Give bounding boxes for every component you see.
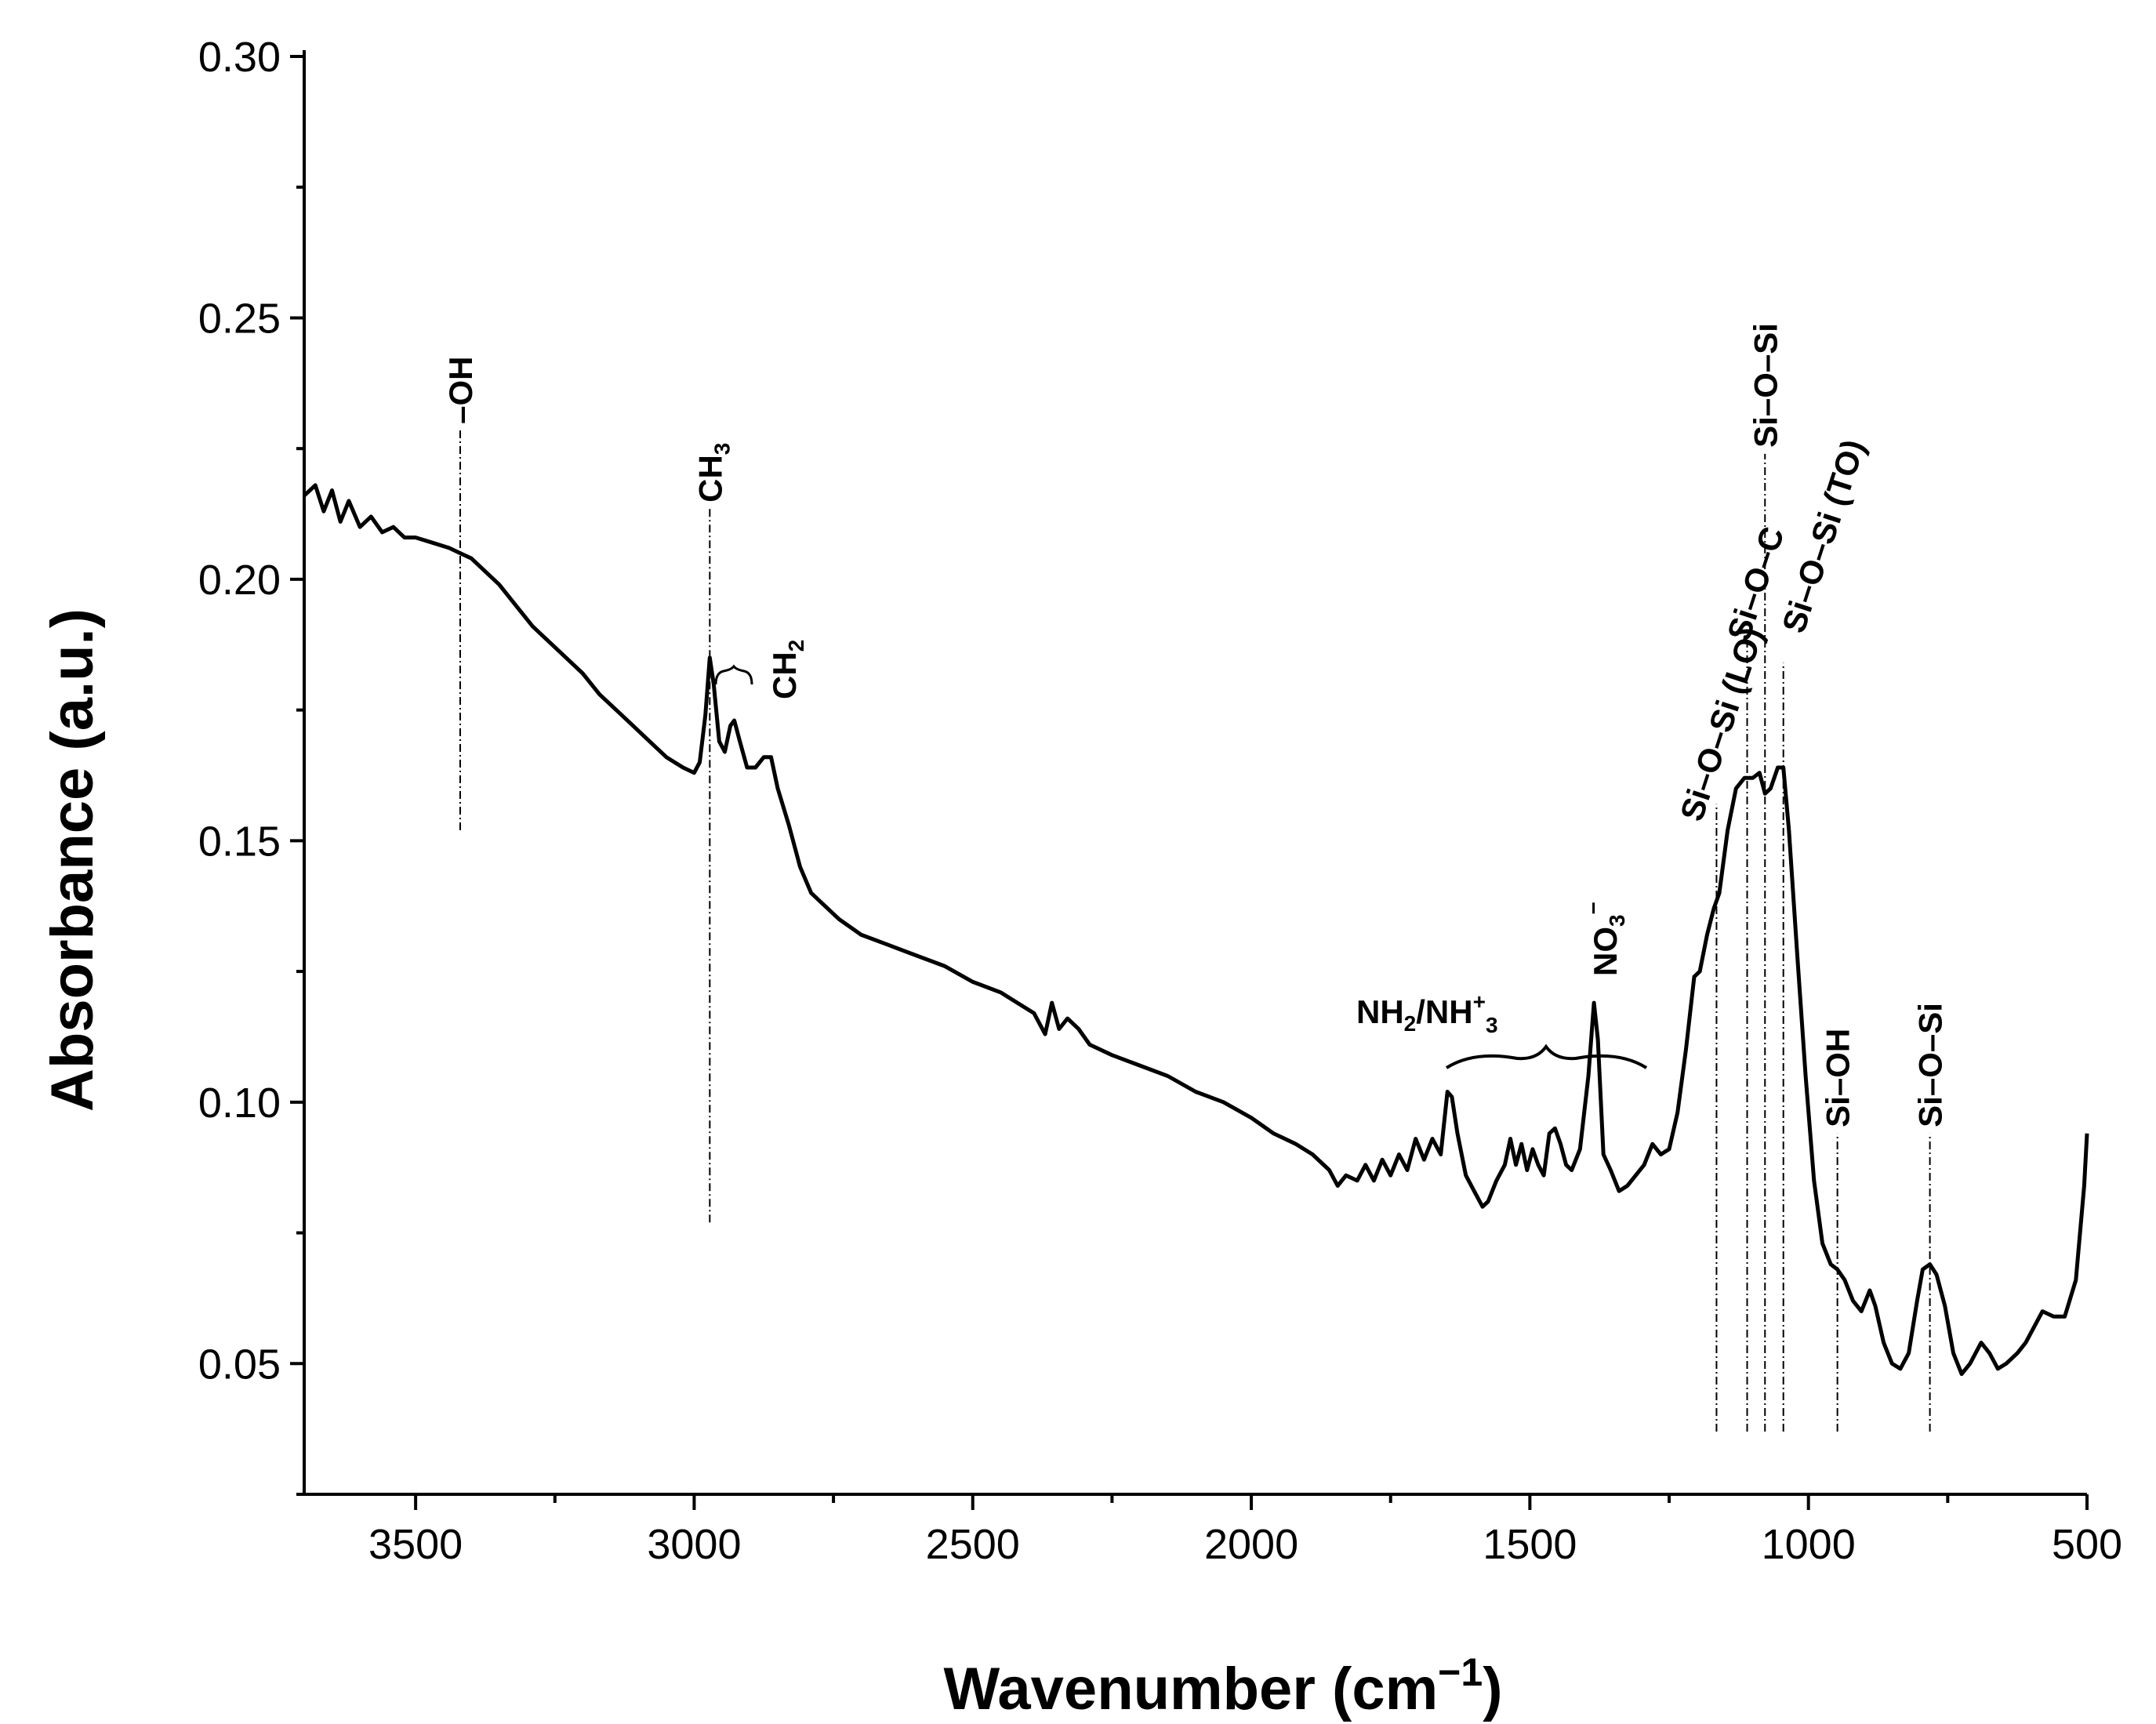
- y-tick-label: 0.05: [198, 1341, 281, 1388]
- y-tick-label: 0.20: [198, 557, 281, 604]
- y-tick-label: 0.25: [198, 295, 281, 342]
- annotation-label: Si–O–Si: [1912, 1003, 1949, 1127]
- x-axis-title-sup: −1: [1438, 1650, 1483, 1694]
- annotation-superscript: −: [1581, 902, 1606, 914]
- x-tick-label: 2000: [1204, 1521, 1298, 1568]
- annotation-subscript: 2: [784, 640, 808, 652]
- nh-brace: [1445, 1043, 1648, 1069]
- annotation-subscript: 3: [1605, 914, 1629, 927]
- annotation-text: Si–O–Si: [1912, 1003, 1949, 1127]
- spectrum-line: [303, 483, 2089, 1377]
- annotation-label: Si–O–Si: [1747, 323, 1784, 448]
- annotation-subscript: 2: [1404, 1011, 1417, 1036]
- annotation-subscript: 3: [710, 443, 734, 455]
- annotation-label: Si–OH: [1820, 1029, 1857, 1127]
- annotation-text: Si–O–Si: [1747, 323, 1784, 448]
- annotation-superscript: +: [1473, 989, 1486, 1014]
- annotation-text: NO: [1587, 927, 1624, 976]
- x-tick-label: 3500: [368, 1521, 463, 1568]
- x-tick-label: 500: [2052, 1521, 2122, 1568]
- annotation-guides: [459, 430, 1931, 1432]
- y-tick-label: 0.15: [198, 818, 281, 865]
- ch2-brace: [714, 664, 753, 685]
- annotation-text: Si–O–Si (LO): [1673, 622, 1770, 826]
- annotation-label: CH3: [691, 443, 734, 503]
- x-tick-label: 3000: [647, 1521, 741, 1568]
- annotation-subscript: 3: [1486, 1013, 1498, 1037]
- annotation-label: NH2/NH+3: [1356, 989, 1498, 1037]
- x-axis-title-end: ): [1483, 1656, 1502, 1722]
- annotation-label: NO3−: [1581, 902, 1629, 976]
- annotation-text: NH: [1356, 993, 1404, 1030]
- x-tick-label: 2500: [926, 1521, 1020, 1568]
- annotation-text: –OH: [442, 356, 479, 423]
- annotation-label: CH2: [766, 640, 808, 699]
- x-tick-label: 1500: [1483, 1521, 1577, 1568]
- annotation-text: /NH: [1416, 993, 1472, 1030]
- y-axis-title: Absorbance (a.u.): [39, 608, 106, 1112]
- y-tick-label: 0.10: [198, 1080, 281, 1127]
- x-axis-title-main: Wavenumber (cm: [943, 1656, 1438, 1722]
- annotation-text: CH: [691, 455, 728, 503]
- annotation-text: Si–OH: [1820, 1029, 1857, 1127]
- annotation-label: –OH: [442, 356, 479, 423]
- annotation-text: CH: [766, 651, 803, 699]
- x-axis-title: Wavenumber (cm−1): [943, 1650, 1502, 1722]
- y-tick-label: 0.30: [198, 34, 281, 81]
- x-tick-label: 1000: [1762, 1521, 1856, 1568]
- annotation-label: Si–O–Si (LO): [1673, 622, 1770, 826]
